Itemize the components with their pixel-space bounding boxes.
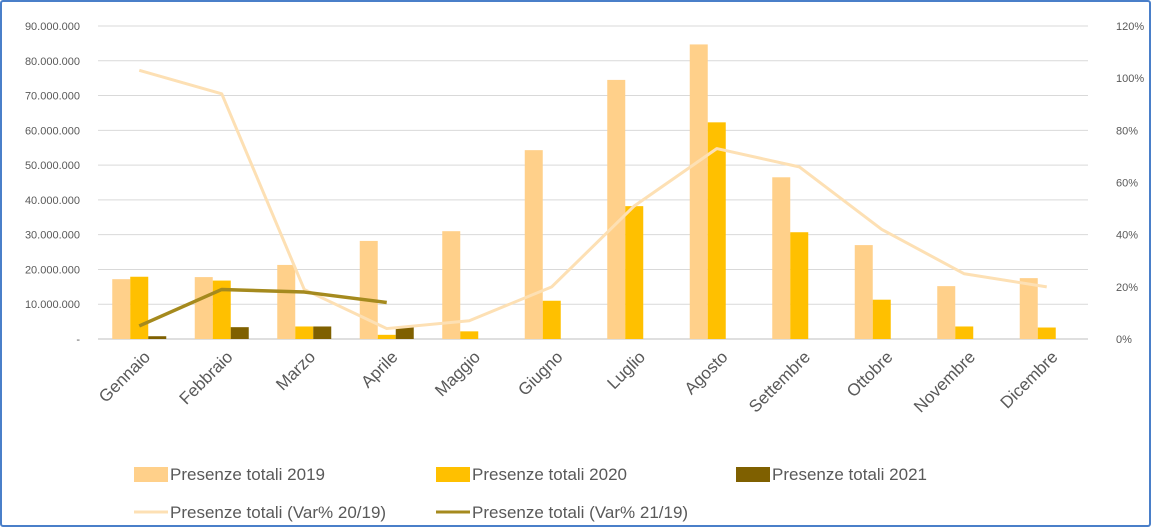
bar bbox=[230, 327, 249, 339]
lines bbox=[138, 68, 1047, 331]
left-axis-tick-label: 90.000.000 bbox=[25, 21, 80, 33]
bar bbox=[395, 326, 414, 339]
legend-swatch bbox=[736, 467, 770, 482]
bar bbox=[212, 280, 231, 339]
bar bbox=[277, 264, 296, 339]
category-label: Gennaio bbox=[95, 347, 154, 406]
legend-swatch bbox=[134, 467, 168, 482]
bar bbox=[148, 336, 167, 339]
bar bbox=[112, 279, 131, 339]
bar bbox=[194, 277, 213, 339]
bar bbox=[313, 326, 332, 339]
left-axis-ticks: - 10.000.000 20.000.000 30.000.000 40.000.00… bbox=[25, 21, 80, 346]
bar bbox=[854, 245, 873, 339]
bar bbox=[607, 79, 626, 340]
category-label: Dicembre bbox=[997, 347, 1062, 412]
legend-swatch bbox=[436, 467, 470, 482]
bar bbox=[460, 331, 479, 339]
category-label: Novembre bbox=[910, 347, 979, 416]
bar bbox=[790, 232, 809, 339]
left-axis-tick-label: 60.000.000 bbox=[25, 125, 80, 137]
right-axis-tick-label: 20% bbox=[1116, 282, 1138, 294]
right-axis-tick-label: 120% bbox=[1116, 21, 1144, 33]
left-axis-tick-label: 30.000.000 bbox=[25, 230, 80, 242]
left-axis-tick-label: 80.000.000 bbox=[25, 56, 80, 68]
bar bbox=[542, 300, 561, 339]
left-axis-tick-label: 20.000.000 bbox=[25, 264, 80, 276]
bar bbox=[872, 299, 891, 339]
right-axis-tick-label: 0% bbox=[1116, 334, 1132, 346]
left-axis-tick-label: 10.000.000 bbox=[25, 299, 80, 311]
category-label: Marzo bbox=[272, 347, 319, 394]
category-label: Agosto bbox=[681, 347, 732, 398]
bar bbox=[707, 122, 726, 339]
right-axis-ticks: 0% 20% 40% 60% 80% 100% 120% bbox=[1116, 21, 1144, 346]
series-line bbox=[138, 287, 387, 328]
bar bbox=[1037, 327, 1056, 339]
right-axis-tick-label: 40% bbox=[1116, 230, 1138, 242]
left-axis-tick-label: 70.000.000 bbox=[25, 91, 80, 103]
bar bbox=[955, 326, 974, 339]
category-label: Maggio bbox=[431, 347, 484, 400]
series-line bbox=[138, 68, 1047, 331]
right-axis-tick-label: 60% bbox=[1116, 178, 1138, 190]
left-axis-tick-label: - bbox=[76, 334, 80, 346]
right-axis-tick-label: 80% bbox=[1116, 125, 1138, 137]
left-axis-tick-label: 50.000.000 bbox=[25, 160, 80, 172]
bar bbox=[442, 231, 461, 339]
category-label: Settembre bbox=[745, 347, 814, 416]
bar bbox=[377, 334, 396, 339]
category-label: Luglio bbox=[604, 347, 650, 393]
left-axis-tick-label: 40.000.000 bbox=[25, 195, 80, 207]
bar bbox=[937, 286, 956, 339]
bar bbox=[689, 44, 708, 339]
bar bbox=[130, 276, 149, 339]
bar bbox=[625, 206, 644, 339]
category-label: Aprile bbox=[357, 347, 401, 391]
bar bbox=[295, 326, 314, 339]
category-label: Febbraio bbox=[176, 347, 237, 408]
legend-label: Presenze totali 2021 bbox=[772, 465, 927, 484]
bar bbox=[1019, 278, 1038, 339]
legend: Presenze totali 2019 Presenze totali 2020… bbox=[134, 465, 927, 522]
bar bbox=[772, 177, 791, 339]
bar bbox=[524, 150, 543, 339]
category-label: Ottobre bbox=[843, 347, 897, 401]
bars bbox=[112, 44, 1056, 340]
category-label: Giugno bbox=[514, 347, 566, 399]
legend-label: Presenze totali (Var% 20/19) bbox=[170, 503, 386, 522]
legend-label: Presenze totali (Var% 21/19) bbox=[472, 503, 688, 522]
category-labels: Gennaio Febbraio Marzo Aprile Maggio Giugno Lu… bbox=[95, 347, 1061, 416]
gridlines bbox=[98, 25, 1088, 340]
right-axis-tick-label: 100% bbox=[1116, 73, 1144, 85]
legend-label: Presenze totali 2019 bbox=[170, 465, 325, 484]
legend-label: Presenze totali 2020 bbox=[472, 465, 627, 484]
bar bbox=[359, 240, 378, 339]
